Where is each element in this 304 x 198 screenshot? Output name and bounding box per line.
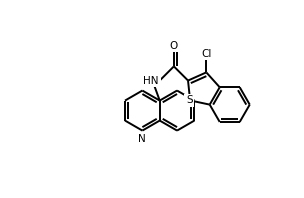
- Text: N: N: [139, 134, 146, 144]
- Text: HN: HN: [143, 76, 159, 86]
- Text: Cl: Cl: [201, 49, 212, 59]
- Text: S: S: [186, 95, 193, 106]
- Text: O: O: [170, 41, 178, 50]
